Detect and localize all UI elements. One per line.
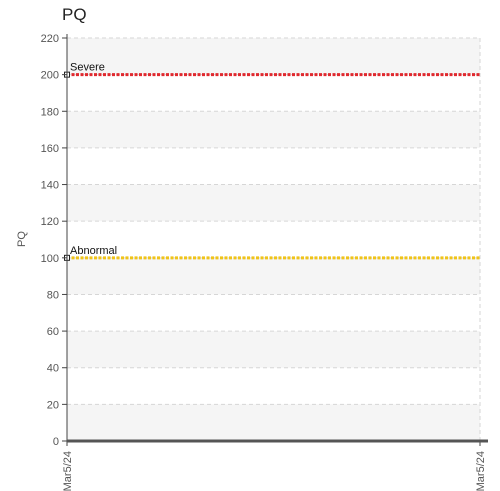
- x-tick-labels: Mar5/24 Mar5/24: [62, 451, 487, 491]
- y-tick-label: 80: [47, 289, 59, 301]
- x-tick-label: Mar5/24: [62, 451, 74, 491]
- axes: [62, 34, 488, 446]
- grid-band: [67, 257, 480, 295]
- y-tick-label: 60: [47, 326, 59, 338]
- y-tick-label: 220: [41, 33, 59, 45]
- series-layer: [64, 71, 480, 261]
- y-tick-label: 140: [41, 180, 59, 192]
- y-tick-labels: 0 20 40 60 80 100 120 140 160 180 200 220: [41, 33, 59, 448]
- grid-band: [67, 404, 480, 441]
- background-bands: [67, 38, 480, 441]
- y-tick-label: 0: [53, 436, 59, 448]
- threshold-annotations: Severe Abnormal: [70, 62, 117, 257]
- grid-band: [67, 111, 480, 148]
- y-axis-title: PQ: [16, 231, 28, 247]
- y-tick-label: 200: [41, 70, 59, 82]
- series-label-abnormal: Abnormal: [70, 245, 117, 257]
- y-tick-label: 180: [41, 106, 59, 118]
- y-tick-label: 40: [47, 363, 59, 375]
- series-label-severe: Severe: [70, 62, 105, 74]
- chart-title: PQ: [62, 5, 87, 24]
- y-tick-label: 20: [47, 399, 59, 411]
- y-tick-label: 120: [41, 216, 59, 228]
- grid-lines: [66, 37, 481, 442]
- grid-band: [67, 38, 480, 75]
- y-tick-label: 100: [41, 253, 59, 265]
- grid-band: [67, 331, 480, 368]
- y-tick-label: 160: [41, 143, 59, 155]
- grid-band: [67, 184, 480, 222]
- x-tick-label: Mar5/24: [475, 451, 487, 491]
